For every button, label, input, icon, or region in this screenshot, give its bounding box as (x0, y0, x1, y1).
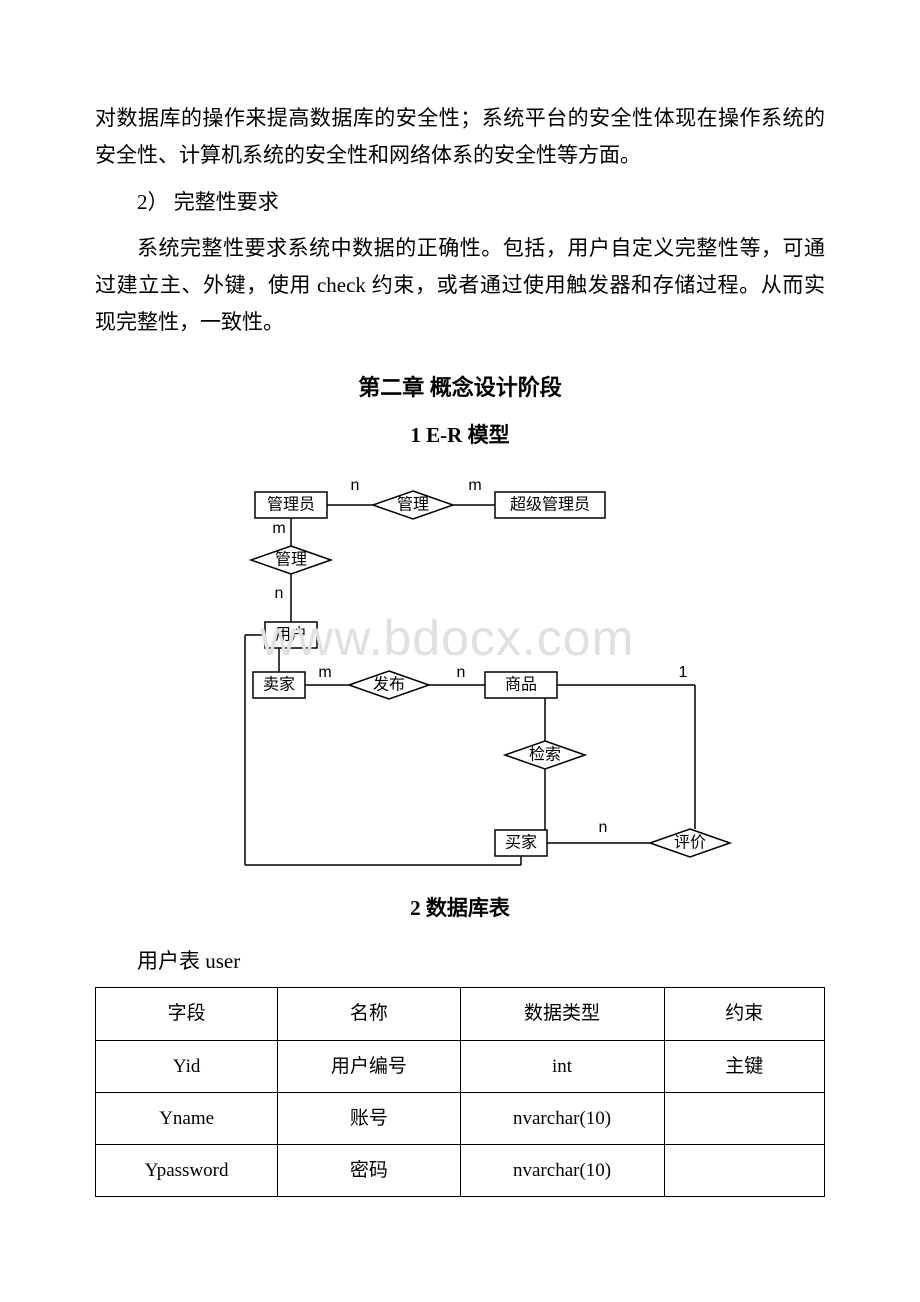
rel-manage-top-label: 管理 (397, 495, 429, 513)
paragraph-integrity-heading: 2） 完整性要求 (95, 184, 825, 221)
cell: 用户编号 (278, 1040, 460, 1092)
paragraph-integrity-body: 系统完整性要求系统中数据的正确性。包括，用户自定义完整性等，可通过建立主、外键，… (95, 230, 825, 340)
cell: Ypassword (96, 1145, 278, 1197)
rel-rate-label: 评价 (674, 833, 706, 851)
card-m2: m (272, 520, 285, 537)
card-n3: n (457, 664, 466, 681)
rel-search-label: 检索 (529, 745, 561, 763)
er-svg: 管理员 超级管理员 管理 n m m 管理 n 用户 卖家 发布 (185, 470, 735, 870)
user-table: 字段 名称 数据类型 约束 Yid 用户编号 int 主键 Yname 账号 n… (95, 987, 825, 1197)
cell: nvarchar(10) (460, 1092, 664, 1144)
table-row: Yname 账号 nvarchar(10) (96, 1092, 825, 1144)
rel-manage-left-label: 管理 (275, 550, 307, 568)
node-superadmin-label: 超级管理员 (510, 495, 590, 513)
card-n4: n (599, 819, 608, 836)
er-diagram: www.bdocx.com 管理员 超级管理员 管理 n m m 管理 n 用户… (185, 470, 735, 870)
table-caption-user: 用户表 user (95, 943, 825, 980)
cell (664, 1145, 824, 1197)
node-buyer-label: 买家 (505, 833, 537, 851)
node-admin-label: 管理员 (267, 495, 315, 513)
card-m1: m (468, 477, 481, 494)
table-header-row: 字段 名称 数据类型 约束 (96, 988, 825, 1040)
card-1: 1 (679, 664, 688, 681)
card-n1: n (351, 477, 360, 494)
cell: Yname (96, 1092, 278, 1144)
th-name: 名称 (278, 988, 460, 1040)
section-heading-tables: 2 数据库表 (95, 890, 825, 927)
th-constraint: 约束 (664, 988, 824, 1040)
th-field: 字段 (96, 988, 278, 1040)
cell: 账号 (278, 1092, 460, 1144)
paragraph-security: 对数据库的操作来提高数据库的安全性；系统平台的安全性体现在操作系统的安全性、计算… (95, 100, 825, 174)
cell: int (460, 1040, 664, 1092)
rel-publish-label: 发布 (373, 675, 405, 693)
th-type: 数据类型 (460, 988, 664, 1040)
cell (664, 1092, 824, 1144)
card-m3: m (318, 664, 331, 681)
node-seller-label: 卖家 (263, 675, 295, 693)
section-heading-er: 1 E-R 模型 (95, 417, 825, 454)
chapter-heading: 第二章 概念设计阶段 (95, 369, 825, 408)
table-row: Ypassword 密码 nvarchar(10) (96, 1145, 825, 1197)
cell: 密码 (278, 1145, 460, 1197)
card-n2: n (275, 585, 284, 602)
table-row: Yid 用户编号 int 主键 (96, 1040, 825, 1092)
cell: nvarchar(10) (460, 1145, 664, 1197)
node-goods-label: 商品 (505, 675, 537, 693)
node-user-label: 用户 (275, 625, 307, 643)
cell: 主键 (664, 1040, 824, 1092)
cell: Yid (96, 1040, 278, 1092)
